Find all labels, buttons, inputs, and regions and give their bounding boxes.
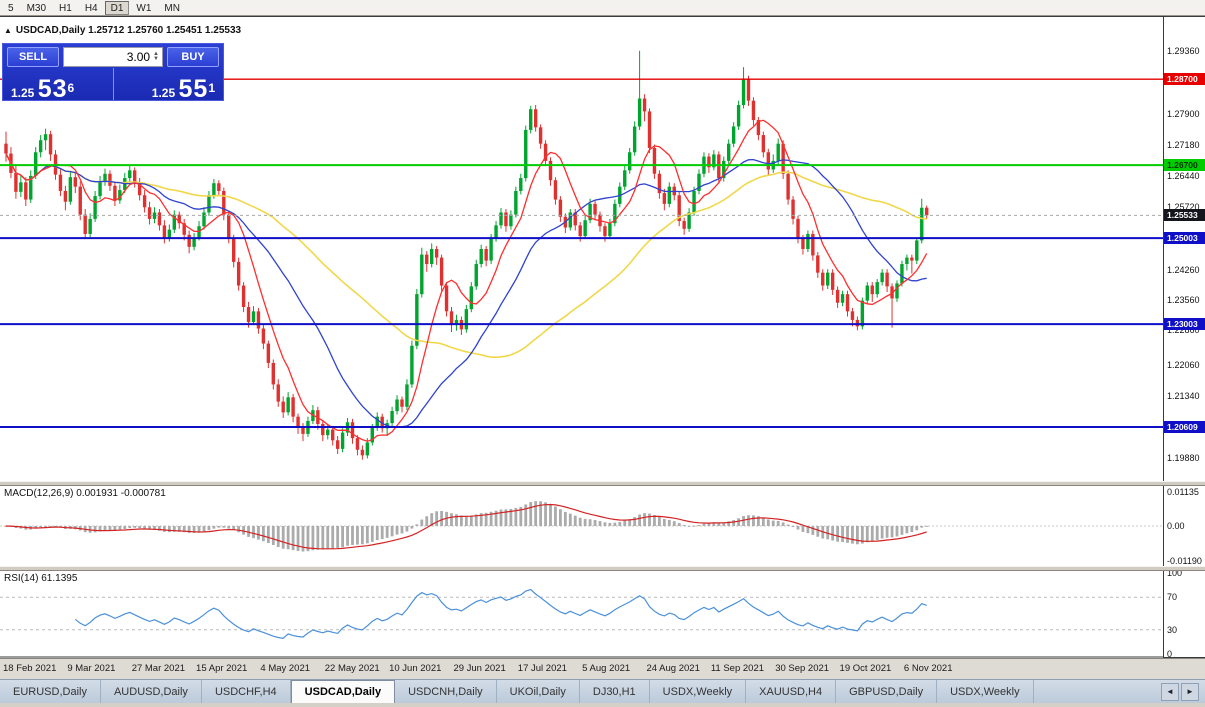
timeframe-button-MN[interactable]: MN — [158, 1, 186, 15]
chart-tab-usdchf-h4[interactable]: USDCHF,H4 — [202, 680, 291, 703]
buy-price[interactable]: 1.25 551 — [151, 75, 215, 103]
date-label-11: 11 Sep 2021 — [710, 663, 765, 674]
timeframe-button-H1[interactable]: H1 — [53, 1, 78, 15]
tab-scroll-controls: ◄ ► — [1155, 680, 1205, 703]
price-divider — [112, 68, 114, 100]
sell-price-pip: 6 — [67, 81, 75, 95]
tab-scroll-right-button[interactable]: ► — [1181, 682, 1199, 701]
panel-splitter-macd[interactable] — [0, 481, 1205, 486]
date-label-14: 6 Nov 2021 — [903, 663, 953, 674]
chart-frame: 1.29360 1.27900 1.27180 1.26440 1.25720 1.242… — [0, 16, 1205, 681]
rsi-scale-100: 100 — [1167, 568, 1183, 578]
date-label-3: 15 Apr 2021 — [196, 663, 248, 674]
time-axis[interactable]: 18 Feb 2021 9 Mar 2021 27 Mar 2021 15 Apr 2… — [0, 658, 1205, 681]
macd-title-text: MACD(12,26,9) 0.001931 -0.000781 — [4, 488, 166, 499]
date-label-1: 9 Mar 2021 — [67, 663, 116, 674]
price-tick-1.19880: 1.19880 — [1167, 453, 1200, 464]
timeframe-button-M30[interactable]: M30 — [21, 1, 52, 15]
rsi-label: RSI(14) 61.1395 — [4, 573, 77, 584]
volume-spinner[interactable]: ▲ ▼ — [153, 51, 159, 62]
price-badge-1.23003: 1.23003 — [1164, 318, 1205, 331]
date-label-6: 10 Jun 2021 — [389, 663, 442, 674]
sell-price-big: 53 — [37, 75, 68, 103]
date-label-9: 5 Aug 2021 — [582, 663, 631, 674]
chart-tab-dj30-h1[interactable]: DJ30,H1 — [580, 680, 650, 703]
rsi-scale-30: 30 — [1167, 624, 1178, 635]
tab-scroll-left-button[interactable]: ◄ — [1161, 682, 1179, 701]
price-scale[interactable]: 1.29360 1.27900 1.27180 1.26440 1.25720 1.242… — [1163, 17, 1205, 659]
spinner-down-icon[interactable]: ▼ — [153, 56, 159, 62]
volume-value[interactable]: 3.00 — [126, 50, 151, 64]
price-tick-1.23560: 1.23560 — [1167, 295, 1200, 306]
one-click-toggle-icon[interactable]: ▲ — [4, 26, 12, 35]
rsi-title-text: RSI(14) 61.1395 — [4, 573, 78, 584]
date-label-10: 24 Aug 2021 — [646, 663, 700, 674]
date-label-8: 17 Jul 2021 — [517, 663, 567, 674]
buy-button[interactable]: BUY — [167, 47, 219, 67]
buy-price-big: 55 — [178, 75, 209, 103]
macd-scale-min: -0.01190 — [1167, 556, 1202, 566]
date-label-7: 29 Jun 2021 — [453, 663, 506, 674]
date-label-2: 27 Mar 2021 — [131, 663, 186, 674]
rsi-scale-70: 70 — [1167, 592, 1178, 603]
volume-field[interactable]: 3.00 ▲ ▼ — [63, 47, 163, 67]
price-tick-1.27180: 1.27180 — [1167, 139, 1200, 150]
sell-price[interactable]: 1.25 536 — [11, 75, 75, 103]
rsi-scale-0: 0 — [1167, 649, 1173, 659]
sell-button[interactable]: SELL — [7, 47, 59, 67]
panel-splitter-rsi[interactable] — [0, 566, 1205, 571]
chart-canvas[interactable] — [0, 17, 1163, 658]
price-tick-1.22860: 1.22860 — [1167, 325, 1200, 336]
price-badge-1.25003: 1.25003 — [1164, 232, 1205, 245]
one-click-trading-panel: SELL 3.00 ▲ ▼ BUY 1.25 536 1.25 551 — [2, 43, 224, 103]
price-badge-1.25533: 1.25533 — [1164, 209, 1205, 222]
price-tick-1.27900: 1.27900 — [1167, 108, 1200, 119]
timeframe-button-D1[interactable]: D1 — [104, 0, 130, 15]
spinner-up-icon[interactable]: ▲ — [153, 51, 159, 57]
chart-tab-usdcnh-daily[interactable]: USDCNH,Daily — [395, 680, 497, 703]
price-tick-1.24260: 1.24260 — [1167, 265, 1200, 276]
chart-tab-ukoil-daily[interactable]: UKOil,Daily — [497, 680, 580, 703]
chart-tab-usdx-weekly[interactable]: USDX,Weekly — [650, 680, 747, 703]
sell-price-prefix: 1.25 — [11, 86, 35, 100]
buy-price-pip: 1 — [208, 81, 215, 95]
chart-ohlc-title: USDCAD,Daily 1.25712 1.25760 1.25451 1.2… — [15, 25, 242, 36]
chart-tab-usdx-weekly[interactable]: USDX,Weekly — [937, 680, 1034, 703]
date-label-4: 4 May 2021 — [260, 663, 311, 674]
chart-tab-gbpusd-daily[interactable]: GBPUSD,Daily — [836, 680, 938, 703]
chart-tab-eurusd-daily[interactable]: EURUSD,Daily — [0, 680, 101, 703]
macd-scale-zero: 0.00 — [1167, 521, 1185, 531]
date-label-13: 19 Oct 2021 — [839, 663, 892, 674]
timeframe-button-W1[interactable]: W1 — [130, 1, 157, 15]
chart-tab-usdcad-daily[interactable]: USDCAD,Daily — [290, 680, 396, 703]
price-tick-1.22060: 1.22060 — [1167, 359, 1200, 370]
buy-price-prefix: 1.25 — [151, 86, 176, 100]
chart-tabs-bar: EURUSD,Daily AUDUSD,Daily USDCHF,H4 USDCAD,… — [0, 679, 1205, 703]
price-tick-1.21340: 1.21340 — [1167, 390, 1200, 401]
date-label-0: 18 Feb 2021 — [3, 663, 57, 674]
price-tick-1.26440: 1.26440 — [1167, 171, 1200, 182]
chart-tab-xauusd-h4[interactable]: XAUUSD,H4 — [746, 680, 837, 703]
price-badge-1.20609: 1.20609 — [1164, 421, 1205, 434]
macd-label: MACD(12,26,9) 0.001931 -0.000781 — [4, 488, 166, 499]
timeframe-button-H4[interactable]: H4 — [79, 1, 104, 15]
timeframe-button-5[interactable]: 5 — [2, 1, 20, 15]
timeframe-toolbar: 5 M30 H1 H4 D1 W1 MN — [0, 0, 1205, 16]
date-label-12: 30 Sep 2021 — [775, 663, 830, 674]
date-label-5: 22 May 2021 — [324, 663, 380, 674]
price-tick-1.29360: 1.29360 — [1167, 45, 1200, 56]
macd-scale-max: 0.01135 — [1167, 487, 1199, 497]
chart-title-bar: ▲ USDCAD,Daily 1.25712 1.25760 1.25451 1… — [4, 25, 241, 36]
price-badge-1.28700: 1.28700 — [1164, 73, 1205, 86]
price-tick-1.25720: 1.25720 — [1167, 202, 1200, 213]
chart-tab-audusd-daily[interactable]: AUDUSD,Daily — [101, 680, 202, 703]
price-badge-1.26700: 1.26700 — [1164, 159, 1205, 172]
